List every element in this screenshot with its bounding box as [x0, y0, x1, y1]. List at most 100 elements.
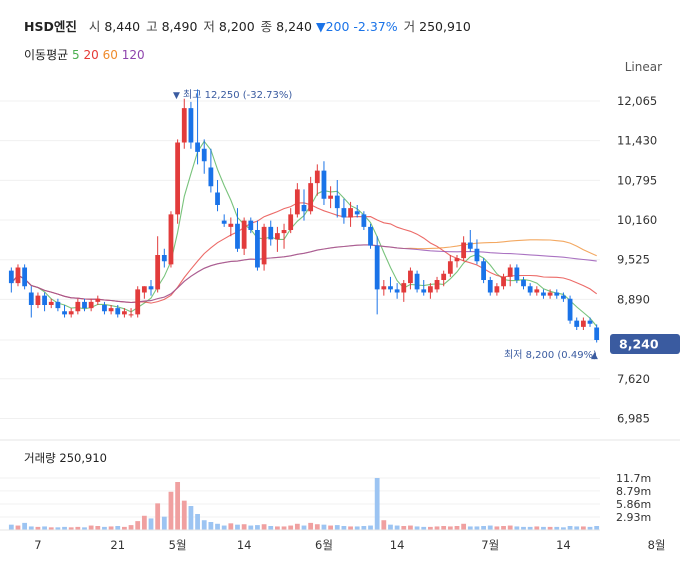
candle-body [62, 311, 67, 315]
change-value: 200 [325, 19, 350, 34]
volume-bar [248, 525, 254, 530]
volume-bar [255, 525, 260, 530]
candle-body [361, 214, 367, 227]
candle [408, 267, 413, 290]
candle-body [308, 183, 314, 212]
volume-bar [527, 526, 533, 530]
candle-body [321, 170, 327, 199]
ma-120-line [10, 244, 597, 304]
candle-body [474, 248, 480, 262]
volume-tick-label: 2.93m [616, 511, 651, 524]
ma-5-label[interactable]: 5 [72, 48, 80, 62]
volume-value: 250,910 [419, 19, 471, 34]
candle-body [208, 167, 214, 187]
moving-average-lines [10, 140, 598, 327]
ma-20-label[interactable]: 20 [83, 48, 99, 62]
volume-bar [567, 526, 573, 530]
candle-body [248, 220, 254, 230]
close-value: 8,240 [276, 19, 312, 34]
candle-body [314, 170, 320, 184]
price-tick-label: 6,985 [617, 411, 650, 425]
volume-bar [195, 514, 200, 530]
candle-body [594, 327, 600, 340]
volume-bar [487, 525, 493, 530]
candle-body [195, 142, 200, 152]
candle [102, 301, 107, 315]
candle-body [68, 311, 74, 315]
candle [461, 236, 467, 262]
volume-bar [8, 524, 14, 530]
volume-bar [42, 526, 47, 530]
candle [168, 211, 174, 268]
candle-body [541, 292, 546, 296]
price-tick-label: 9,525 [617, 253, 650, 267]
candle-body [128, 314, 134, 316]
candle [354, 205, 360, 218]
candle-body [148, 286, 154, 290]
candle-body [48, 301, 54, 305]
volume-bar [22, 522, 28, 530]
candle-body [108, 308, 114, 312]
volume-bar [561, 527, 566, 530]
candle [414, 270, 420, 293]
quote-header: HSD엔진 시 8,440 고 8,490 저 8,200 종 8,240 ▼2… [24, 16, 471, 35]
candle-body [580, 320, 586, 327]
price-tick-label: 12,065 [617, 94, 657, 108]
candle [261, 223, 267, 271]
candle [427, 283, 433, 299]
candle-body [55, 301, 61, 309]
volume-bar [321, 524, 327, 530]
candle [195, 89, 200, 165]
candle [381, 280, 387, 296]
candle-body [494, 286, 500, 293]
candle-body [102, 305, 107, 312]
candle [527, 283, 533, 296]
volume-bar [28, 526, 34, 530]
candle-body [274, 233, 280, 240]
candle [580, 317, 586, 330]
volume-bar [314, 524, 320, 530]
max-price-annotation: 최고 12,250 (-32.73%) [183, 89, 292, 101]
candle [574, 317, 580, 330]
volume-bar [82, 527, 87, 530]
ma-120-label[interactable]: 120 [121, 48, 145, 62]
candle-body [381, 286, 387, 290]
candle [594, 324, 600, 343]
candle [55, 298, 61, 312]
candle-body [454, 258, 460, 262]
candle-body [122, 311, 127, 315]
candle-body [547, 292, 553, 296]
candle [255, 220, 260, 271]
candle-body [155, 255, 161, 290]
candle-body [281, 230, 287, 234]
volume-bar [62, 526, 67, 530]
candle-body [188, 108, 194, 143]
candle-body [348, 208, 353, 218]
candle-body [241, 220, 247, 249]
candle [161, 248, 167, 268]
candle [68, 308, 74, 318]
volume-bar [294, 523, 300, 530]
volume-bar [115, 526, 121, 530]
ma-60-label[interactable]: 60 [102, 48, 118, 62]
volume-bar [241, 524, 247, 530]
candle [314, 164, 320, 196]
candle [454, 255, 460, 268]
candle [248, 217, 254, 234]
candle-body [534, 289, 540, 293]
candle [388, 276, 393, 293]
volume-bar [235, 524, 240, 530]
volume-bars [8, 478, 600, 530]
candle-body [288, 214, 294, 230]
open-label: 시 [88, 19, 101, 34]
candle [135, 286, 141, 318]
scale-toggle-button[interactable]: Linear [624, 60, 662, 74]
volume-bar [175, 482, 181, 530]
date-tick-label: 14 [556, 538, 571, 552]
candle [321, 161, 327, 205]
volume-bar [301, 525, 307, 530]
candle-body [408, 270, 413, 284]
candle [534, 286, 540, 296]
candle-body [447, 261, 453, 274]
